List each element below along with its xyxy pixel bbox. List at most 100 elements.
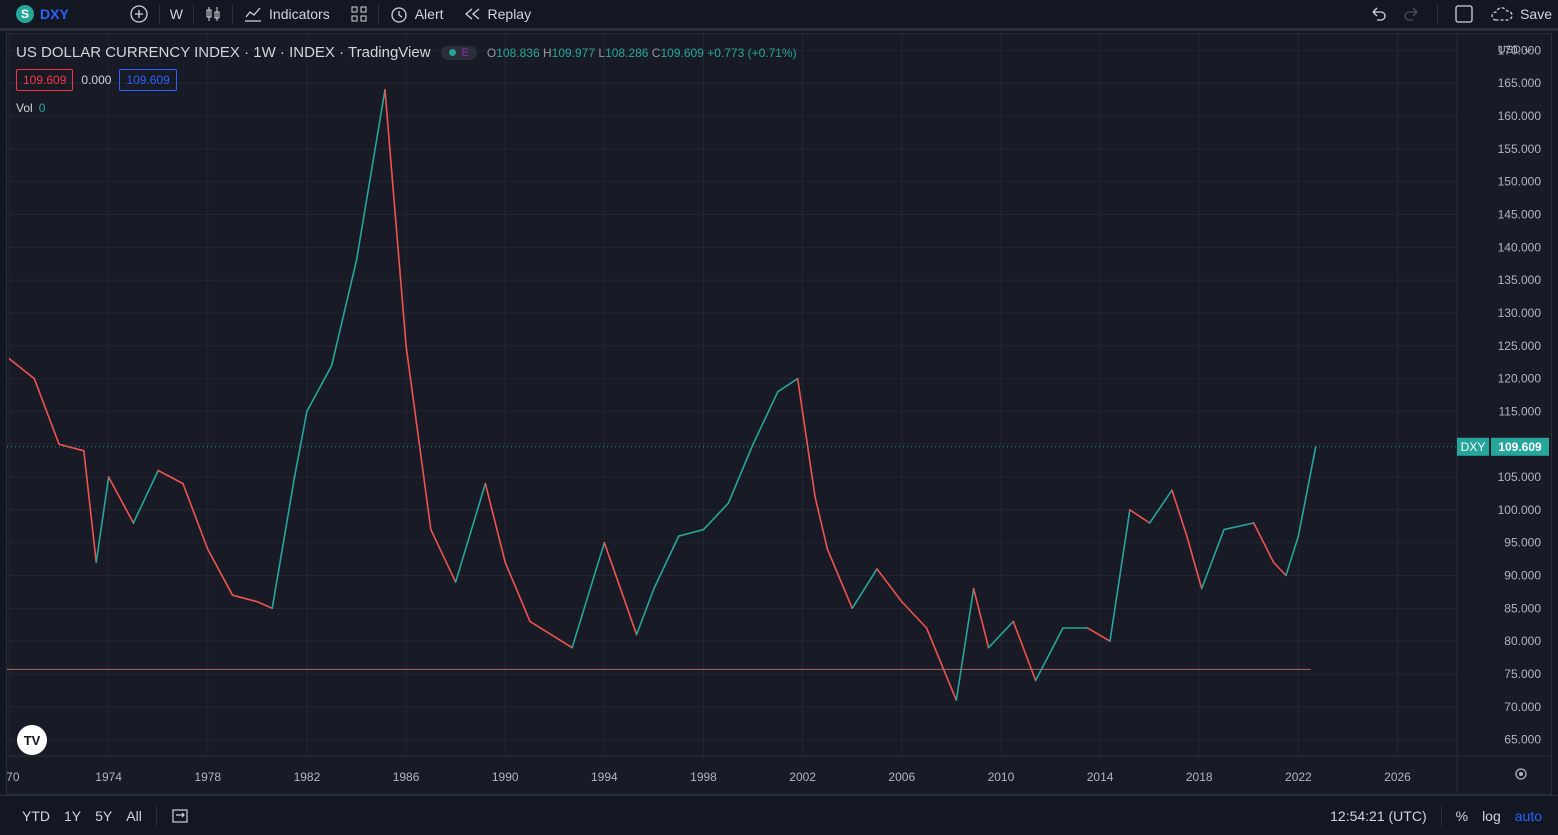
price-segment — [484, 482, 507, 564]
y-tick-label: 130.000 — [1498, 306, 1542, 320]
range-buttons: YTD 1Y 5Y All — [0, 808, 142, 824]
open-value: 108.836 — [496, 45, 540, 60]
price-segment — [1109, 509, 1131, 642]
price-segment — [1297, 445, 1317, 537]
fullscreen-icon[interactable] — [1454, 4, 1474, 24]
divider — [1437, 4, 1439, 24]
price-segment — [430, 528, 457, 583]
price-segment — [1223, 522, 1255, 531]
right-toolbar: Save — [1369, 0, 1552, 28]
compare-button[interactable] — [119, 0, 159, 28]
bottom-toolbar: YTD 1Y 5Y All 12:54:21 (UTC) % log auto — [0, 795, 1558, 835]
chevron-down-icon[interactable] — [1524, 48, 1532, 53]
x-tick-label: 2010 — [988, 770, 1015, 784]
price-segment — [972, 587, 990, 649]
alert-button[interactable]: Alert — [379, 0, 454, 28]
high-label: H — [542, 45, 552, 60]
clock-display[interactable]: 12:54:21 (UTC) — [1330, 807, 1427, 824]
x-tick-label: 1974 — [95, 770, 122, 784]
undo-icon[interactable] — [1369, 6, 1387, 22]
symbol-name: DXY — [40, 6, 69, 22]
price-segment — [571, 541, 606, 649]
bid-ask-row: 109.609 0.000 109.609 — [16, 69, 177, 91]
candles-icon — [206, 7, 220, 21]
y-tick-label: 140.000 — [1498, 240, 1542, 254]
price-segment — [603, 541, 638, 636]
price-segment — [83, 449, 98, 564]
x-tick-label: 2018 — [1186, 770, 1213, 784]
price-segment — [107, 476, 135, 524]
events-pill[interactable]: E — [440, 45, 477, 60]
y-tick-label: 150.000 — [1498, 175, 1542, 189]
range-5y-button[interactable]: 5Y — [95, 807, 113, 824]
price-segment — [157, 469, 184, 485]
y-tick-label: 125.000 — [1498, 339, 1542, 353]
chart-type-button[interactable] — [194, 0, 232, 28]
price-segment — [826, 548, 854, 610]
range-ytd-button[interactable]: YTD — [22, 807, 50, 824]
price-segment — [1086, 627, 1111, 642]
price-segment — [814, 495, 829, 551]
save-label: Save — [1520, 6, 1552, 22]
price-segment — [987, 620, 1015, 649]
grid-icon — [351, 6, 367, 22]
price-segment — [529, 620, 573, 649]
chart-title: US DOLLAR CURRENCY INDEX · 1W · INDEX · … — [16, 44, 431, 61]
replay-button[interactable]: Replay — [454, 0, 542, 28]
price-segment — [796, 377, 816, 498]
redo-icon[interactable] — [1403, 6, 1421, 22]
y-tick-label: 120.000 — [1498, 372, 1542, 386]
price-segment — [271, 476, 296, 610]
symbol-badge-label: DXY — [1461, 440, 1486, 454]
interval-button[interactable]: W — [160, 0, 193, 28]
currency-label[interactable]: USD — [1498, 44, 1521, 56]
price-segment — [1272, 561, 1287, 577]
x-tick-label: 1994 — [591, 770, 618, 784]
y-tick-label: 90.000 — [1504, 569, 1541, 583]
range-all-button[interactable]: All — [126, 807, 142, 824]
cloud-icon — [1491, 7, 1513, 21]
price-chart[interactable]: 65.000 70.000 75.000 80.000 85.000 90.000 95.0… — [7, 34, 1551, 794]
tradingview-logo-icon[interactable]: TV — [17, 725, 47, 755]
indicators-button[interactable]: Indicators — [233, 0, 340, 28]
divider — [193, 4, 195, 24]
x-tick-label: 2002 — [789, 770, 816, 784]
y-tick-label: 145.000 — [1498, 208, 1542, 222]
divider — [232, 4, 234, 24]
percent-toggle[interactable]: % — [1455, 807, 1469, 824]
volume-label: Vol — [16, 101, 33, 115]
y-tick-label: 95.000 — [1504, 536, 1541, 550]
y-tick-label: 105.000 — [1498, 470, 1542, 484]
price-segment — [851, 568, 878, 610]
symbol-search[interactable]: S DXY — [0, 0, 79, 28]
top-toolbar: S DXY W Indicators Alert Replay Save — [0, 0, 1558, 31]
price-segment — [900, 600, 928, 629]
last-price-label: 109.609 — [1498, 440, 1542, 454]
x-tick-label: 970 — [7, 770, 20, 784]
chart-pane[interactable]: 65.000 70.000 75.000 80.000 85.000 90.000 95.0… — [6, 33, 1552, 795]
ask-box[interactable]: 109.609 — [119, 69, 177, 91]
divider — [1440, 805, 1442, 826]
price-segment — [1171, 489, 1188, 537]
y-tick-label: 65.000 — [1504, 733, 1541, 747]
bid-box[interactable]: 109.609 — [16, 69, 74, 91]
x-tick-label: 1998 — [690, 770, 717, 784]
price-segment — [635, 587, 655, 636]
plus-circle-icon — [130, 5, 148, 23]
alarm-clock-icon — [391, 7, 407, 23]
x-tick-label: 2014 — [1087, 770, 1114, 784]
x-tick-label: 2006 — [888, 770, 915, 784]
date-range-icon[interactable] — [171, 807, 189, 825]
auto-toggle[interactable]: auto — [1514, 807, 1542, 824]
x-tick-label: 2026 — [1384, 770, 1411, 784]
x-tick-label: 1986 — [393, 770, 420, 784]
log-toggle[interactable]: log — [1482, 807, 1501, 824]
symbol-badge-bg — [1457, 437, 1489, 456]
price-segment — [1129, 509, 1151, 524]
last-price-badge-bg — [1491, 437, 1549, 456]
range-1y-button[interactable]: 1Y — [64, 807, 82, 824]
gear-icon[interactable] — [1515, 768, 1527, 780]
templates-button[interactable] — [340, 0, 378, 28]
save-button[interactable]: Save — [1490, 5, 1552, 23]
price-segment — [8, 358, 36, 380]
